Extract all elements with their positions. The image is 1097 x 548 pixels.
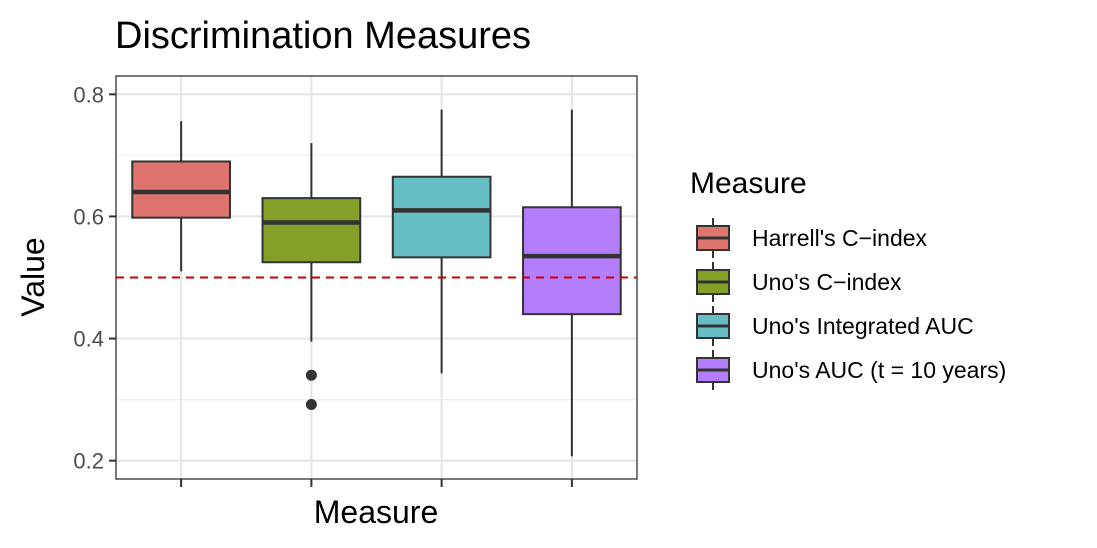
legend-item: Uno's C−index (696, 262, 902, 302)
y-tick-label: 0.4 (73, 327, 104, 352)
legend-label: Uno's AUC (t = 10 years) (752, 357, 1006, 383)
box (131, 160, 231, 219)
legend-label: Uno's Integrated AUC (752, 313, 974, 339)
legend-item: Uno's AUC (t = 10 years) (696, 350, 1006, 390)
legend-item: Uno's Integrated AUC (696, 306, 974, 346)
box-group (522, 109, 622, 457)
outlier-point (305, 369, 317, 381)
box-group (131, 121, 231, 272)
boxes (131, 109, 622, 457)
legend-item: Harrell's C−index (696, 218, 928, 258)
x-axis-title: Measure (314, 494, 439, 530)
y-axis: 0.2 0.4 0.6 0.8 (73, 82, 116, 474)
box (261, 197, 362, 264)
legend: Measure Harrell's C−index Uno's C−index Un… (690, 167, 1006, 390)
y-tick-label: 0.6 (73, 204, 104, 229)
y-tick-label: 0.8 (73, 82, 104, 107)
legend-label: Uno's C−index (752, 269, 902, 295)
box (391, 175, 492, 259)
x-axis (180, 479, 573, 487)
box (522, 206, 622, 316)
y-axis-title: Value (15, 237, 51, 316)
legend-items: Harrell's C−index Uno's C−index Uno's Inte… (696, 218, 1006, 390)
box-group (391, 109, 492, 374)
y-tick-label: 0.2 (73, 449, 104, 474)
plot-panel (115, 75, 638, 480)
panel-border (115, 75, 638, 480)
chart-title: Discrimination Measures (115, 15, 531, 57)
legend-title: Measure (690, 167, 807, 200)
legend-label: Harrell's C−index (752, 225, 928, 251)
box-group (261, 143, 362, 411)
outlier-point (305, 399, 317, 411)
